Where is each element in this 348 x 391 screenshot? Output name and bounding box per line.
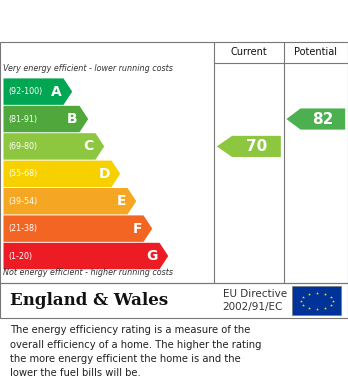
- Text: The energy efficiency rating is a measure of the
overall efficiency of a home. T: The energy efficiency rating is a measur…: [10, 325, 262, 378]
- Polygon shape: [3, 79, 72, 105]
- Text: Energy Efficiency Rating: Energy Efficiency Rating: [10, 12, 239, 30]
- Text: (81-91): (81-91): [8, 115, 37, 124]
- Text: EU Directive
2002/91/EC: EU Directive 2002/91/EC: [223, 289, 287, 312]
- Polygon shape: [286, 108, 345, 129]
- Polygon shape: [3, 215, 152, 242]
- Text: E: E: [116, 194, 126, 208]
- Text: G: G: [147, 249, 158, 263]
- Text: Potential: Potential: [294, 47, 337, 57]
- Text: (55-68): (55-68): [8, 169, 37, 178]
- Text: A: A: [51, 84, 62, 99]
- Polygon shape: [3, 133, 104, 160]
- Text: Not energy efficient - higher running costs: Not energy efficient - higher running co…: [3, 269, 174, 278]
- Bar: [292, 286, 341, 315]
- Text: (39-54): (39-54): [8, 197, 37, 206]
- Text: 70: 70: [246, 139, 267, 154]
- Polygon shape: [3, 106, 88, 132]
- Text: (69-80): (69-80): [8, 142, 37, 151]
- Text: B: B: [67, 112, 78, 126]
- Text: F: F: [132, 222, 142, 236]
- Text: Very energy efficient - lower running costs: Very energy efficient - lower running co…: [3, 64, 173, 73]
- Text: (1-20): (1-20): [8, 251, 32, 260]
- Polygon shape: [3, 188, 136, 214]
- Text: (21-38): (21-38): [8, 224, 37, 233]
- Text: D: D: [98, 167, 110, 181]
- Polygon shape: [217, 136, 281, 157]
- Polygon shape: [3, 161, 120, 187]
- Text: Current: Current: [230, 47, 267, 57]
- Text: 82: 82: [312, 111, 334, 127]
- Text: C: C: [84, 140, 94, 153]
- Polygon shape: [3, 243, 168, 269]
- Text: England & Wales: England & Wales: [10, 292, 168, 309]
- Text: (92-100): (92-100): [8, 87, 42, 96]
